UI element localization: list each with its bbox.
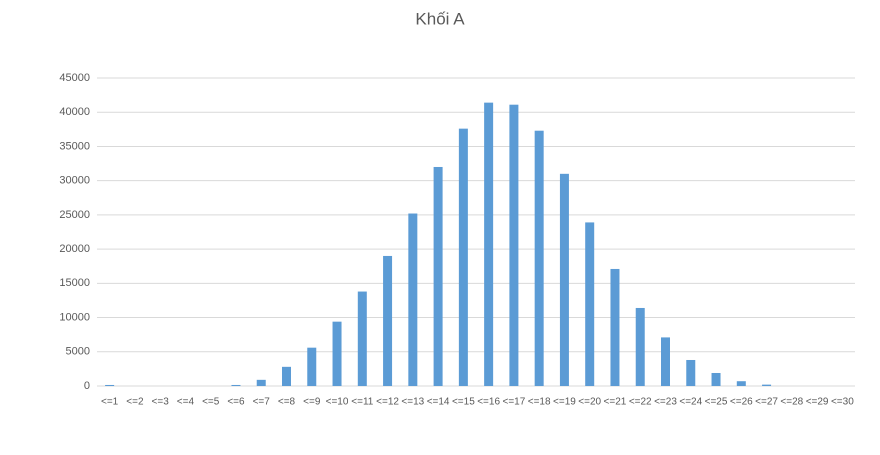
bar <box>307 347 317 386</box>
bar <box>105 384 115 386</box>
x-tick-label: <=20 <box>578 397 601 408</box>
bar <box>332 321 342 386</box>
y-tick-label: 45000 <box>59 72 90 84</box>
bar <box>736 381 746 386</box>
bar <box>282 366 291 386</box>
bar <box>357 291 367 386</box>
bar <box>484 102 494 386</box>
x-tick-label: <=28 <box>780 397 803 408</box>
bar <box>585 222 595 386</box>
x-tick-label: <=16 <box>477 397 500 408</box>
bar <box>383 255 393 386</box>
x-tick-label: <=14 <box>427 397 450 408</box>
chart-title: Khối A <box>415 9 465 28</box>
x-tick-label: <=23 <box>654 397 677 408</box>
x-tick-label: <=3 <box>152 397 170 408</box>
x-tick-label: <=13 <box>401 397 424 408</box>
x-tick-label: <=15 <box>452 397 475 408</box>
x-tick-label: <=11 <box>351 397 373 408</box>
bar <box>559 173 569 386</box>
x-tick-label: <=24 <box>679 397 702 408</box>
x-tick-label: <=25 <box>705 397 728 408</box>
y-tick-label: 5000 <box>66 346 90 358</box>
x-tick-label: <=30 <box>831 397 854 408</box>
y-tick-label: 25000 <box>59 209 90 221</box>
x-tick-label: <=22 <box>629 397 652 408</box>
x-tick-label: <=8 <box>278 397 296 408</box>
y-tick-label: 30000 <box>59 175 90 187</box>
x-tick-label: <=10 <box>326 397 349 408</box>
bar <box>610 268 620 386</box>
x-tick-label: <=4 <box>177 397 195 408</box>
y-tick-label: 10000 <box>59 311 90 323</box>
x-tick-label: <=26 <box>730 397 753 408</box>
bar <box>635 307 645 386</box>
bar <box>534 130 544 386</box>
x-tick-label: <=19 <box>553 397 576 408</box>
bar <box>661 337 670 386</box>
x-tick-label: <=1 <box>101 397 119 408</box>
y-tick-label: 20000 <box>59 243 90 255</box>
x-tick-label: <=18 <box>528 397 551 408</box>
bar <box>256 379 266 386</box>
y-tick-label: 40000 <box>59 106 90 118</box>
bar <box>762 384 772 386</box>
x-tick-label: <=17 <box>502 397 525 408</box>
bar <box>408 213 418 386</box>
y-tick-label: 0 <box>84 380 90 392</box>
y-tick-label: 15000 <box>59 277 90 289</box>
x-tick-label: <=21 <box>604 397 627 408</box>
bar <box>433 166 443 386</box>
x-tick-label: <=12 <box>376 397 399 408</box>
bar <box>711 372 721 386</box>
x-tick-label: <=7 <box>253 397 271 408</box>
bar <box>231 384 241 386</box>
x-tick-label: <=5 <box>202 397 220 408</box>
y-tick-label: 35000 <box>59 140 90 152</box>
bar <box>458 128 468 386</box>
x-tick-label: <=29 <box>806 397 829 408</box>
x-tick-label: <=2 <box>126 397 144 408</box>
x-tick-label: <=9 <box>303 397 321 408</box>
x-tick-label: <=6 <box>227 397 245 408</box>
bar <box>509 104 519 387</box>
bar <box>686 359 696 386</box>
x-tick-label: <=27 <box>755 397 778 408</box>
